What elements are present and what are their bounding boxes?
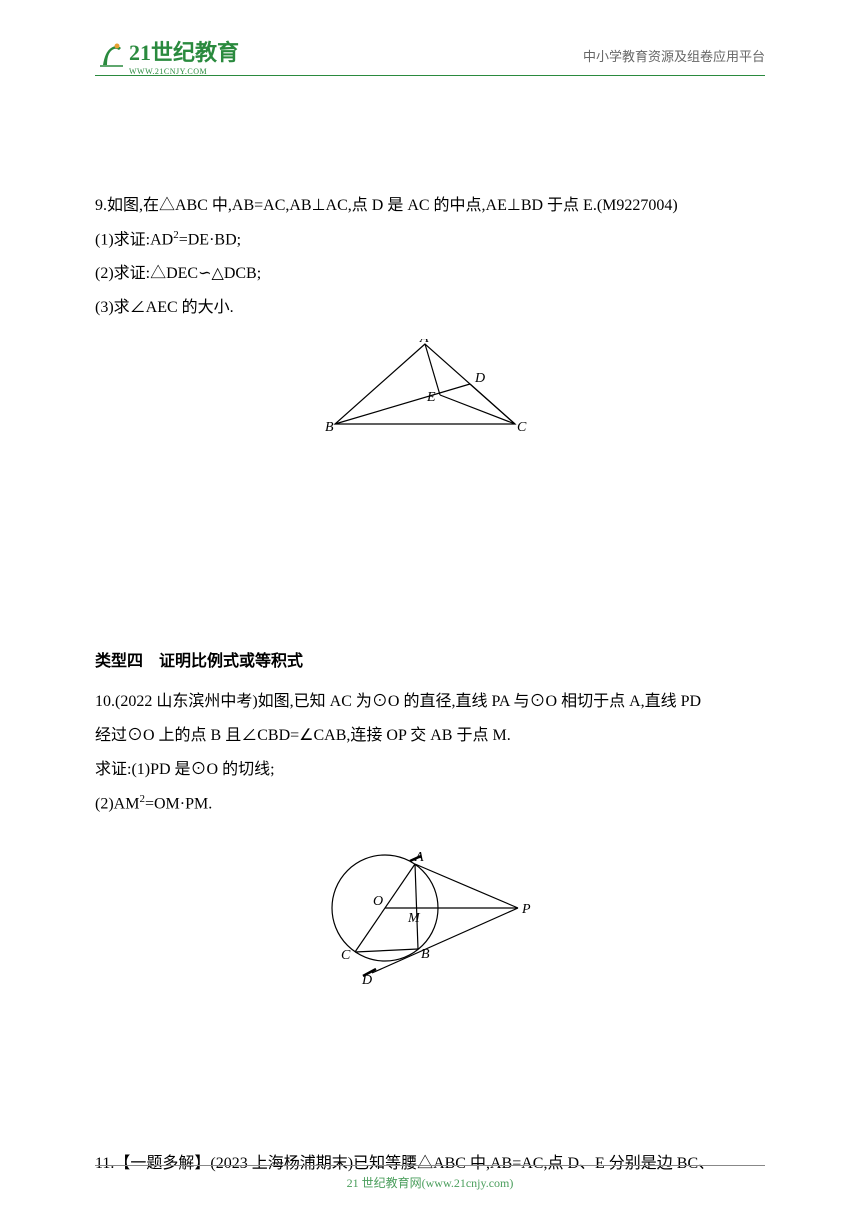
problem-9-main: 9.如图,在△ABC 中,AB=AC,AB⊥AC,点 D 是 AC 的中点,AE… [95,190,765,222]
p9-part1-suffix: =DE·BD; [179,231,241,248]
p10-part2-suffix: =OM·PM. [145,796,212,813]
main-content: 9.如图,在△ABC 中,AB=AC,AB⊥AC,点 D 是 AC 的中点,AE… [95,190,765,1182]
page-header: 21世纪教育 WWW.21CNJY.COM 中小学教育资源及组卷应用平台 [0,30,860,80]
footer-divider [95,1165,765,1166]
logo-text-block: 21世纪教育 WWW.21CNJY.COM [129,35,239,76]
triangle-diagram-icon: A B C D E [320,339,540,434]
header-divider [95,75,765,76]
diagram2-label-o: O [373,894,383,909]
header-right-text: 中小学教育资源及组卷应用平台 [583,46,765,65]
p9-part1-prefix: (1)求证:AD [95,231,173,248]
diagram1-label-e: E [426,390,436,405]
section-4-title: 类型四 证明比例式或等积式 [95,646,765,678]
circle-diagram-icon: A B C D O M P [315,836,545,986]
logo: 21世纪教育 WWW.21CNJY.COM [95,35,239,76]
diagram-2-container: A B C D O M P [95,836,765,998]
problem-9-part1: (1)求证:AD2=DE·BD; [95,224,765,256]
page-footer: 21 世纪教育网(www.21cnjy.com) [0,1174,860,1191]
problem-10-part1: 求证:(1)PD 是⊙O 的切线; [95,754,765,786]
logo-main-text: 21世纪教育 [129,35,239,67]
diagram2-label-c: C [341,948,351,963]
diagram1-label-d: D [474,371,485,386]
diagram1-label-c: C [517,420,527,434]
diagram-1-container: A B C D E [95,339,765,446]
diagram2-label-b: B [421,947,430,962]
p10-part2-prefix: (2)AM [95,796,139,813]
diagram2-label-m: M [407,911,421,926]
logo-icon [95,40,125,70]
problem-10-part2: (2)AM2=OM·PM. [95,788,765,820]
problem-10-line1: 10.(2022 山东滨州中考)如图,已知 AC 为⊙O 的直径,直线 PA 与… [95,686,765,718]
problem-10-line2: 经过⊙O 上的点 B 且∠CBD=∠CAB,连接 OP 交 AB 于点 M. [95,720,765,752]
problem-9-part3: (3)求∠AEC 的大小. [95,292,765,324]
diagram1-label-a: A [419,339,429,346]
problem-9-part2: (2)求证:△DEC∽△DCB; [95,258,765,290]
diagram2-label-p: P [521,902,531,917]
diagram1-label-b: B [325,420,334,434]
